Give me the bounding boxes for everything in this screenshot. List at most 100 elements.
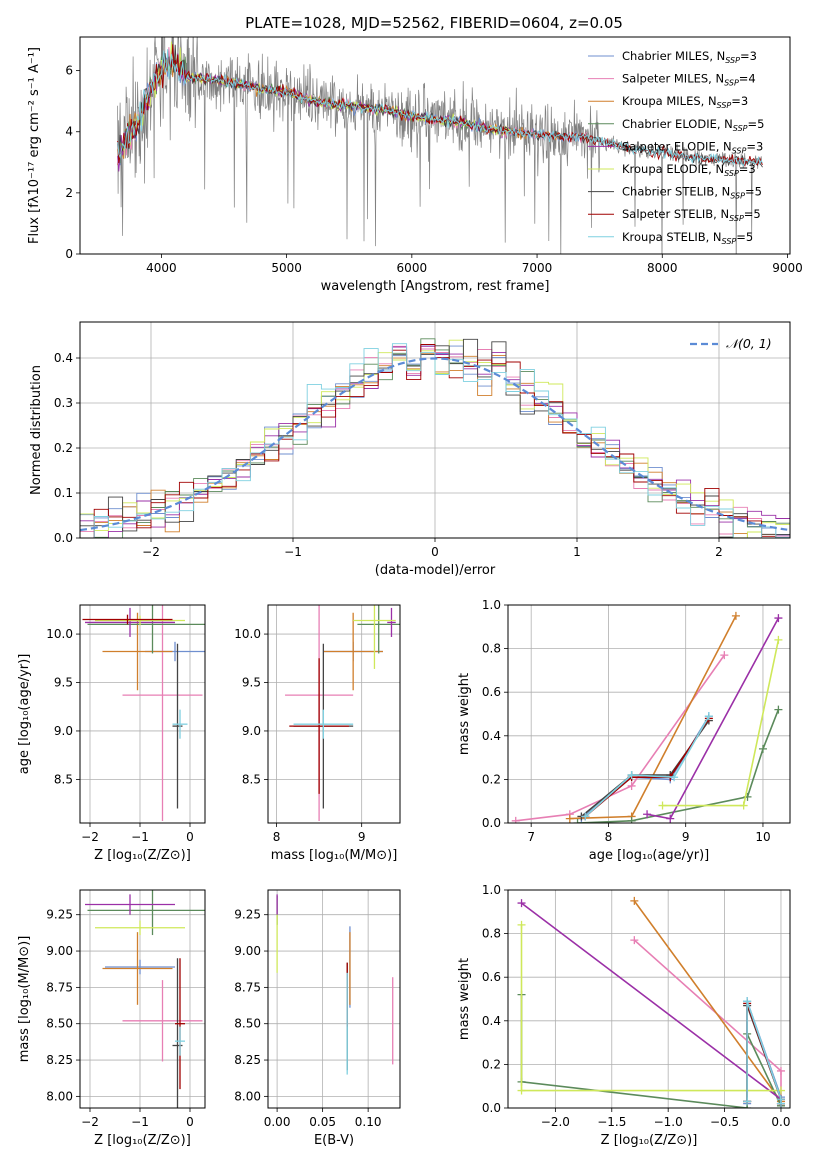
mass-weight-marker-salpeter-miles <box>720 651 729 660</box>
x-tick-label: 6000 <box>397 261 428 275</box>
axes-massweight_vs_Z: −2.0 −1.5 −1.0 −0.5 0.0 0.0 0.2 0.4 0.6 0.8 1.0 Z [… <box>457 883 791 1148</box>
mass-weight-marker-kroupa-miles <box>731 611 740 620</box>
errorbar-point-salpeter-miles <box>122 605 203 822</box>
x-tick-label: 9000 <box>772 261 803 275</box>
y-tick-label: 8.25 <box>46 1053 73 1067</box>
axes-frame <box>79 604 206 824</box>
legend-label-salpeter-miles: Salpeter MILES, NSSP=4 <box>622 72 756 88</box>
x-axis-label: E(B-V) <box>314 1133 354 1148</box>
legend-label-subscript: SSP <box>724 169 739 178</box>
y-tick-label: 8.00 <box>46 1089 73 1103</box>
errorbar-point-salpeter-elodie <box>85 607 175 637</box>
errorbar-point-chabrier-elodie <box>87 890 205 936</box>
mass-weight-marker-kroupa-elodie <box>658 801 667 810</box>
y-tick-label: 6 <box>65 64 73 78</box>
x-tick-label: 0.00 <box>264 1115 291 1129</box>
residual-histogram-kroupa-stelib <box>80 343 790 538</box>
errorbar-point-salpeter-stelib <box>289 658 349 794</box>
mass-weight-line-chabrier-stelib <box>746 1005 782 1104</box>
errorbar-point-chabrier-miles <box>105 959 175 975</box>
errorbar-point-salpeter-stelib <box>82 614 173 625</box>
mass-weight-line-salpeter-miles <box>515 654 725 822</box>
legend-label-text: Kroupa STELIB, N <box>622 230 722 244</box>
x-tick-label: −2.0 <box>541 1115 570 1129</box>
y-tick-label: 0.2 <box>54 441 73 455</box>
axes-frame <box>79 36 791 255</box>
axes-frame <box>79 889 206 1109</box>
axes-mass_vs_Z: −2 −1 0 8.00 8.25 8.50 8.75 9.00 9.25 Z [log₁₀(Z/… <box>17 889 206 1148</box>
x-axis-label: Z [log₁₀(Z/Z⊙)] <box>601 1133 698 1148</box>
mass-weight-line-kroupa-stelib <box>584 715 710 818</box>
y-tick-label: 8.75 <box>46 980 73 994</box>
x-tick-label: 8 <box>273 830 281 844</box>
x-tick-label: 1 <box>573 545 581 559</box>
mass-weight-marker-kroupa-stelib <box>704 712 713 721</box>
mass-weight-marker-kroupa-stelib <box>743 1097 752 1106</box>
mass-weight-marker-kroupa-stelib <box>776 1099 785 1108</box>
legend-label-chabrier-stelib: Chabrier STELIB, NSSP=5 <box>622 185 762 201</box>
y-axis-label: Flux [fλ10⁻¹⁷ erg cm⁻² s⁻¹ A⁻¹] <box>27 47 42 244</box>
x-tick-label: 7000 <box>522 261 553 275</box>
x-tick-label: 9 <box>682 830 690 844</box>
x-tick-label: 0.0 <box>771 1115 790 1129</box>
axes-age_vs_mass: 8 9 8.5 9.0 9.5 10.0 mass [log₁₀(M/M⊙)] <box>234 604 401 863</box>
x-axis-label: age [log₁₀(age/yr)] <box>589 848 710 863</box>
errorbar-point-kroupa-elodie <box>353 605 396 669</box>
plot-area-mass_vs_EBV <box>276 894 394 1075</box>
errorbar-point-chabrier-elodie <box>357 605 400 654</box>
y-tick-label: 0.4 <box>482 1014 501 1028</box>
x-tick-label: 0 <box>431 545 439 559</box>
axes-frame <box>267 889 401 1109</box>
y-tick-label: 0.3 <box>54 396 73 410</box>
y-tick-label: 9.00 <box>234 944 261 958</box>
legend-label-subscript: SSP <box>732 146 747 155</box>
x-tick-label: 8000 <box>647 261 678 275</box>
y-tick-label: 0.2 <box>482 1057 501 1071</box>
mass-weight-marker-chabrier-elodie <box>774 705 783 714</box>
y-tick-label: 0.0 <box>482 816 501 830</box>
y-tick-label: 10.0 <box>234 627 261 641</box>
mass-weight-marker-salpeter-miles <box>630 936 639 945</box>
mass-weight-marker-kroupa-elodie <box>774 635 783 644</box>
errorbar-point-salpeter-elodie <box>85 894 175 915</box>
legend-label-chabrier-elodie: Chabrier ELODIE, NSSP=5 <box>622 117 764 133</box>
errorbar-point-salpeter-stelib <box>175 958 185 1090</box>
y-axis-label: mass [log₁₀(M/M⊙)] <box>17 936 32 1063</box>
axes-massweight_vs_age: 7 8 9 10 0.0 0.2 0.4 0.6 0.8 1.0 age [log₁₀(age/yr… <box>457 598 791 863</box>
mass-weight-line-kroupa-miles <box>569 615 737 820</box>
errorbar-point-kroupa-elodie <box>95 615 185 626</box>
errorbar-point-kroupa-elodie <box>95 920 185 936</box>
legend-label-subscript: SSP <box>724 79 739 88</box>
legend-label-subscript: SSP <box>717 101 732 110</box>
plot-area-massweight_vs_Z <box>517 896 785 1108</box>
axes-residuals: −2 −1 0 1 2 0.0 0.1 0.2 0.3 0.4 (data-model)/error… <box>29 321 791 578</box>
mass-weight-marker-chabrier-elodie <box>627 816 636 823</box>
plot-area-age_vs_Z <box>82 605 205 822</box>
errorbar-point-kroupa-miles <box>323 612 383 691</box>
y-tick-label: 9.25 <box>234 908 261 922</box>
x-tick-label: −1.5 <box>597 1115 626 1129</box>
legend-label-text: Salpeter ELODIE, N <box>622 139 732 153</box>
mass-weight-marker-salpeter-elodie <box>517 899 526 908</box>
legend-label-suffix: =3 <box>746 139 763 153</box>
axes-frame <box>507 604 791 824</box>
mass-weight-marker-salpeter-miles <box>776 1066 785 1075</box>
y-axis-label: mass weight <box>457 958 472 1040</box>
y-tick-label: 9.25 <box>46 908 73 922</box>
mass-weight-marker-kroupa-elodie <box>517 920 526 929</box>
y-tick-label: 9.00 <box>46 944 73 958</box>
errorbar-point-salpeter-miles <box>122 980 203 1062</box>
mass-weight-marker-chabrier-elodie <box>573 819 582 823</box>
y-tick-label: 8.00 <box>234 1089 261 1103</box>
plot-area-residuals <box>80 338 790 538</box>
legend-label-text: Chabrier STELIB, N <box>622 185 730 199</box>
legend-label-suffix: =5 <box>748 117 765 131</box>
errorbar-point-kroupa-miles <box>102 932 173 1005</box>
y-tick-label: 0.6 <box>482 970 501 984</box>
legend-label-text: Chabrier ELODIE, N <box>622 117 733 131</box>
errorbar-point-kroupa-miles <box>102 612 173 691</box>
legend-label-suffix: =3 <box>740 49 757 63</box>
legend-label-text: Salpeter STELIB, N <box>622 207 729 221</box>
x-axis-label: Z [log₁₀(Z/Z⊙)] <box>94 848 191 863</box>
